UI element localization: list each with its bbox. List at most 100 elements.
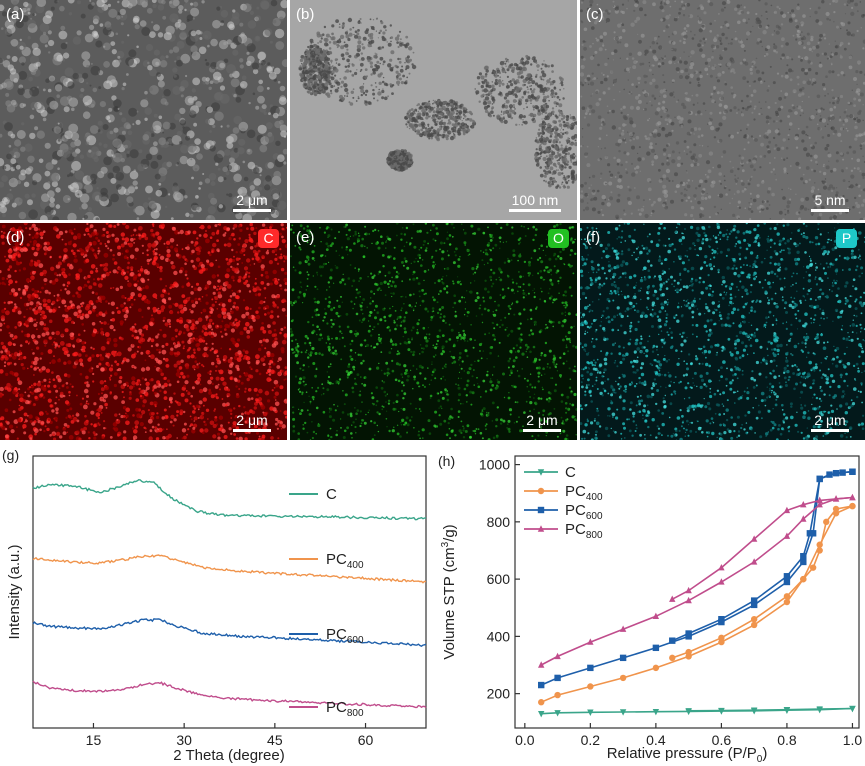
isotherm-point-PC800 [587,638,594,645]
sem-texture [0,0,287,220]
isotherm-point-PC600 [669,637,676,644]
isotherm-point-PC600 [783,573,791,580]
isotherm-point-PC400 [652,664,660,672]
legend-marker-h [537,525,545,532]
plot-frame-g [32,455,427,729]
isotherm-point-C [538,710,545,718]
eds-map-phosphorus: (f) P 2 μm [580,223,865,440]
scale-bar-label-b: 100 nm [511,192,559,208]
panel-label-f: (f) [586,229,601,246]
isotherm-point-PC800 [849,493,856,501]
isotherm-point-PC800 [800,500,807,508]
isotherm-point-PC400 [816,547,823,554]
isotherm-point-PC800 [718,578,725,585]
isotherm-point-PC600 [538,681,545,689]
eds-texture-o [290,223,577,440]
isotherm-point-PC600 [800,558,807,566]
isotherm-point-PC800 [538,661,545,668]
isotherm-point-PC600 [587,664,594,672]
isotherm-point-PC800 [832,495,840,502]
micrograph-c: (c) 5 nm [580,0,865,220]
eds-map-carbon: (d) C 2 μm [0,223,287,440]
isotherm-desorption-PC400 [672,505,853,659]
scale-bar-label-e: 2 μm [526,412,558,428]
isotherm-point-PC400 [783,593,791,600]
y-tick-label-h: 800 [487,514,511,530]
isotherm-point-PC400 [554,691,561,699]
panel-label-c: (c) [586,6,604,23]
xrd-chart: (g) 15 30 45 60 C PC400 PC600 PC800 2 Theta (d… [2,447,427,764]
isotherm-point-PC400 [538,699,545,706]
legend-marker-h [537,487,545,495]
isotherm-point-PC800 [669,595,676,602]
legend-marker-h [537,469,545,476]
scale-bar-label-c: 5 nm [814,192,846,208]
isotherm-point-C [652,708,660,716]
isotherm-desorption-PC600 [671,470,853,642]
isotherm-point-PC400 [809,564,817,571]
hrtem-texture [580,0,865,220]
isotherm-point-PC600 [849,468,856,475]
isotherm-point-PC800 [750,558,758,565]
isotherm-point-PC600 [554,674,561,682]
isotherm-point-C [619,709,627,716]
isotherm-point-C [685,708,692,715]
scale-bar-label-f: 2 μm [814,412,846,428]
isotherm-point-PC400 [718,634,725,642]
scale-bar-b: 100 nm [509,192,561,212]
isotherm-point-C [816,706,823,713]
xrd-series-PC800 [32,680,427,709]
panel-label-h: (h) [438,453,455,469]
isotherm-point-PC600 [718,616,725,623]
legend-label-h: PC800 [565,521,603,541]
isotherm-point-PC800 [652,612,660,620]
isotherm-point-PC400 [800,575,807,583]
legend-marker-h [537,506,545,514]
eds-texture-p [580,223,865,440]
y-tick-label-h: 400 [487,628,511,644]
isotherm-point-PC600 [816,475,823,483]
element-badge-o: O [548,229,569,248]
x-tick-label-h: 0.4 [646,732,666,748]
eds-texture-c [0,223,287,440]
isotherm-point-PC800 [816,500,823,508]
isotherm-point-PC800 [718,563,725,571]
isotherm-point-PC800 [750,535,758,542]
isotherm-point-PC400 [619,674,627,682]
isotherm-point-PC800 [619,625,627,632]
scale-bar-e: 2 μm [523,412,561,432]
isotherm-point-PC400 [849,502,856,510]
isotherm-point-C [554,710,561,717]
isotherm-point-PC400 [750,621,758,629]
isotherm-point-C [718,707,725,715]
x-tick-label-h: 0.6 [712,732,732,748]
panel-label-b: (b) [296,6,315,23]
isotherm-point-PC800 [685,596,692,604]
x-axis-label-g: 2 Theta (degree) [173,747,284,764]
scale-bar-a: 2 μm [233,192,271,212]
isotherm-point-PC600 [619,654,627,662]
x-tick-label-g: 30 [176,732,192,748]
isotherm-point-PC600 [652,644,660,652]
isotherm-point-C [783,706,791,714]
isotherm-point-PC400 [587,683,594,690]
eds-map-oxygen: (e) O 2 μm [290,223,577,440]
isotherm-point-PC800 [685,586,692,594]
y-tick-label-h: 1000 [479,457,510,473]
isotherm-point-PC600 [832,469,840,477]
isotherm-point-PC400 [669,654,676,662]
isotherm-point-C [750,707,758,714]
isotherm-point-PC400 [783,598,791,606]
isotherm-point-PC400 [750,616,758,623]
isotherm-point-PC600 [800,553,807,560]
isotherm-adsorption-PC800 [540,496,853,666]
panel-label-d: (d) [6,229,25,246]
legend-label-g: PC400 [326,551,364,571]
y-tick-label-h: 600 [487,571,511,587]
y-axis-label-g: Intensity (a.u.) [6,544,23,639]
micrograph-b: (b) 100 nm [290,0,577,220]
element-badge-c: C [258,229,279,248]
isotherm-point-PC400 [832,505,840,513]
isotherm-point-PC600 [806,530,814,537]
isotherm-point-PC600 [783,578,791,586]
